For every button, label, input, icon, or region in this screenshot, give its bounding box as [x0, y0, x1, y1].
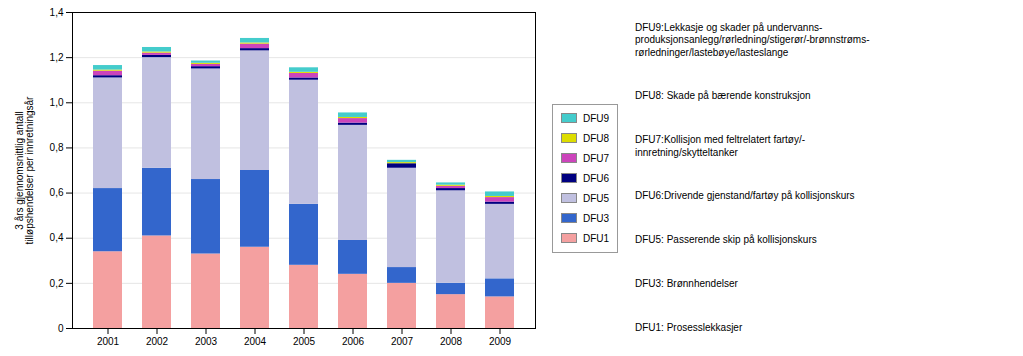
- svg-text:3 års gjennomsnittlig antallti: 3 års gjennomsnittlig antalltilløpshende…: [14, 96, 35, 245]
- svg-text:1,4: 1,4: [50, 7, 64, 18]
- html-text:DFU8: DFU8: [582, 132, 610, 144]
- svg-text:2007: 2007: [391, 336, 414, 347]
- html-text:DFU6:Drivende gjenstand/fartøy: DFU6:Drivende gjenstand/fartøy på kollis…: [635, 190, 855, 202]
- svg-text:2002: 2002: [146, 336, 169, 347]
- html-text:DFU6: DFU6: [582, 172, 610, 184]
- svg-text:1,0: 1,0: [50, 97, 64, 108]
- svg-text:2003: 2003: [195, 336, 218, 347]
- svg-text:2004: 2004: [244, 336, 267, 347]
- html-text:DFU1: DFU1: [582, 232, 610, 244]
- svg-text:2009: 2009: [489, 336, 512, 347]
- svg-text:2008: 2008: [440, 336, 463, 347]
- svg-text:1,2: 1,2: [50, 52, 64, 63]
- html-text:DFU7: DFU7: [582, 152, 610, 164]
- svg-text:0,4: 0,4: [50, 232, 64, 243]
- html-text:DFU1: Prosesslekkasjer: DFU1: Prosesslekkasjer: [635, 321, 743, 333]
- html-text:DFU3: DFU3: [582, 212, 610, 224]
- html-text:DFU5: DFU5: [582, 192, 610, 204]
- html-text:DFU7:Kollisjon med feltrelater: DFU7:Kollisjon med feltrelatert fartøy/-…: [635, 134, 806, 158]
- svg-text:2001: 2001: [97, 336, 120, 347]
- svg-text:0,6: 0,6: [50, 187, 64, 198]
- svg-text:2006: 2006: [342, 336, 365, 347]
- svg-text:0: 0: [58, 323, 64, 334]
- svg-text:0,2: 0,2: [50, 278, 64, 289]
- html-text:DFU5: Passerende skip på kolli: DFU5: Passerende skip på kollisjonskurs: [635, 234, 817, 246]
- svg-text:2005: 2005: [293, 336, 316, 347]
- html-text:DFU9: DFU9: [582, 112, 610, 124]
- html-text:DFU9:Lekkasje og skader på und: DFU9:Lekkasje og skader på undervanns- p…: [635, 21, 870, 58]
- html-text:DFU8: Skade på bærende konstru: DFU8: Skade på bærende konstruksjon: [635, 90, 811, 102]
- html-text:DFU3: Brønnhendelser: DFU3: Brønnhendelser: [635, 278, 738, 289]
- svg-text:0,8: 0,8: [50, 142, 64, 153]
